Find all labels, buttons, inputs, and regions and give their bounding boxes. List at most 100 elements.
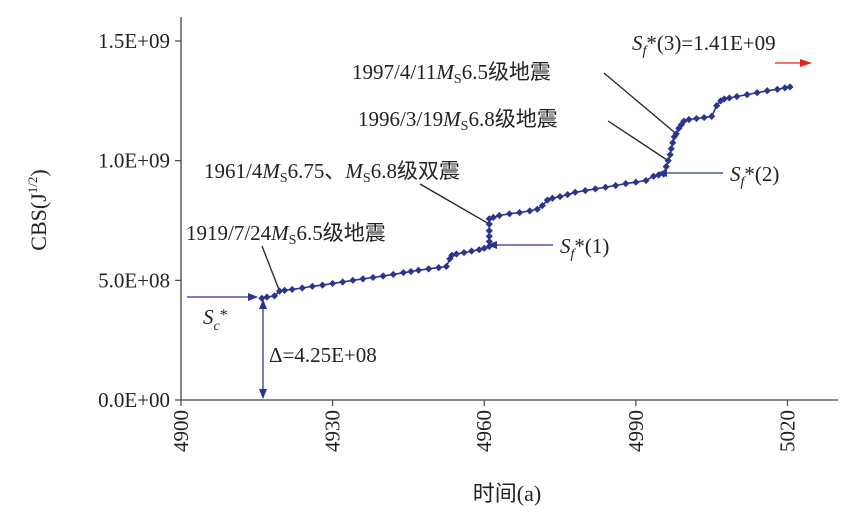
eq1996-label: 1996/3/19MS6.8级地震 (358, 107, 558, 134)
data-point (349, 276, 357, 284)
data-point (442, 262, 450, 271)
data-point (516, 209, 524, 217)
x-tick-label: 4960 (472, 410, 496, 452)
data-point (700, 113, 708, 122)
data-point (591, 185, 600, 193)
sf2-label: Sf*(2) (730, 162, 779, 190)
data-point (281, 286, 289, 294)
data-point (538, 202, 546, 210)
data-point (389, 270, 397, 278)
data-point (672, 130, 680, 138)
leader-line-eq1961 (419, 183, 490, 225)
data-point (369, 273, 377, 282)
sf3-label: Sf*(3)=1.41E+09 (632, 31, 776, 59)
data-point (452, 250, 461, 258)
data-point (677, 121, 685, 129)
data-point (763, 87, 771, 95)
x-tick-label: 5020 (775, 410, 799, 452)
data-point (448, 251, 456, 259)
data-point (407, 267, 415, 276)
data-point (298, 284, 306, 292)
data-point (467, 247, 476, 255)
data-point (581, 186, 589, 195)
data-point (270, 292, 279, 300)
data-point (258, 294, 266, 302)
data-point (564, 191, 572, 199)
data-point (713, 102, 721, 110)
data-point (556, 192, 564, 201)
data-point (318, 281, 327, 289)
data-point (571, 188, 579, 196)
annotation-labels: Sc* Δ=4.25E+08 1919/7/24MS6.5级地震 1961/4M… (186, 31, 779, 367)
x-tick-label: 4900 (169, 410, 193, 452)
series-polyline (261, 86, 791, 300)
data-point (786, 83, 794, 91)
eq1919-label: 1919/7/24MS6.5级地震 (186, 221, 386, 248)
data-point (339, 278, 347, 286)
data-point (533, 205, 541, 213)
y-ticks: 0.0E+00 5.0E+08 1.0E+09 1.5E+09 (98, 29, 181, 412)
x-tick-label: 4930 (321, 410, 345, 452)
connector-lines (261, 72, 677, 292)
delta-label: Δ=4.25E+08 (269, 343, 377, 367)
y-tick-label: 0.0E+00 (98, 388, 170, 412)
data-point (601, 183, 610, 191)
data-point (685, 115, 693, 124)
eq1961-label: 1961/4MS6.75、MS6.8级双震 (204, 159, 460, 186)
sc-label: Sc* (203, 305, 228, 334)
data-point (670, 133, 678, 141)
data-point (425, 265, 433, 273)
data-point (379, 272, 387, 280)
data-point (680, 117, 688, 125)
y-tick-label: 5.0E+08 (98, 268, 170, 292)
data-point (725, 94, 733, 102)
data-point (692, 114, 701, 123)
data-point (329, 279, 337, 288)
data-point (489, 213, 497, 221)
data-point (720, 95, 728, 103)
leader-line-eq1919 (261, 245, 281, 292)
data-point (548, 194, 557, 202)
data-point (460, 248, 468, 257)
data-point (642, 176, 650, 185)
y-tick-label: 1.0E+09 (98, 149, 170, 173)
data-point (359, 275, 367, 283)
data-point (622, 180, 630, 188)
data-point (662, 163, 670, 171)
data-point (773, 85, 781, 93)
data-point (414, 266, 423, 274)
data-point (733, 92, 741, 101)
data-point (664, 157, 672, 165)
data-point (666, 151, 674, 159)
data-point (669, 139, 677, 147)
data-point (399, 269, 407, 277)
data-point (263, 293, 271, 301)
data-point (505, 210, 514, 218)
series-line (261, 86, 791, 300)
data-point (649, 172, 658, 180)
annotation-arrows (187, 59, 812, 399)
data-points (258, 83, 794, 302)
data-point (485, 232, 493, 240)
y-axis-label: CBS(J1/2) (25, 169, 51, 250)
data-point (753, 89, 761, 97)
x-axis-label: 时间(a) (473, 481, 541, 506)
data-point (526, 207, 534, 215)
data-point (495, 211, 503, 220)
data-point (435, 264, 443, 272)
leader-line-eq1997 (603, 72, 677, 135)
data-point (632, 178, 640, 186)
data-point (308, 282, 316, 290)
eq1997-label: 1997/4/11MS6.5级地震 (352, 60, 551, 87)
x-ticks: 4900 4930 4960 4990 5020 (169, 400, 799, 452)
data-point (675, 124, 683, 132)
y-tick-label: 1.5E+09 (98, 29, 170, 53)
data-point (708, 112, 716, 120)
data-point (667, 145, 675, 153)
data-point (485, 220, 493, 228)
data-point (660, 170, 668, 178)
data-point (475, 246, 483, 254)
sf1-label: Sf*(1) (560, 234, 609, 262)
data-point (612, 181, 620, 190)
